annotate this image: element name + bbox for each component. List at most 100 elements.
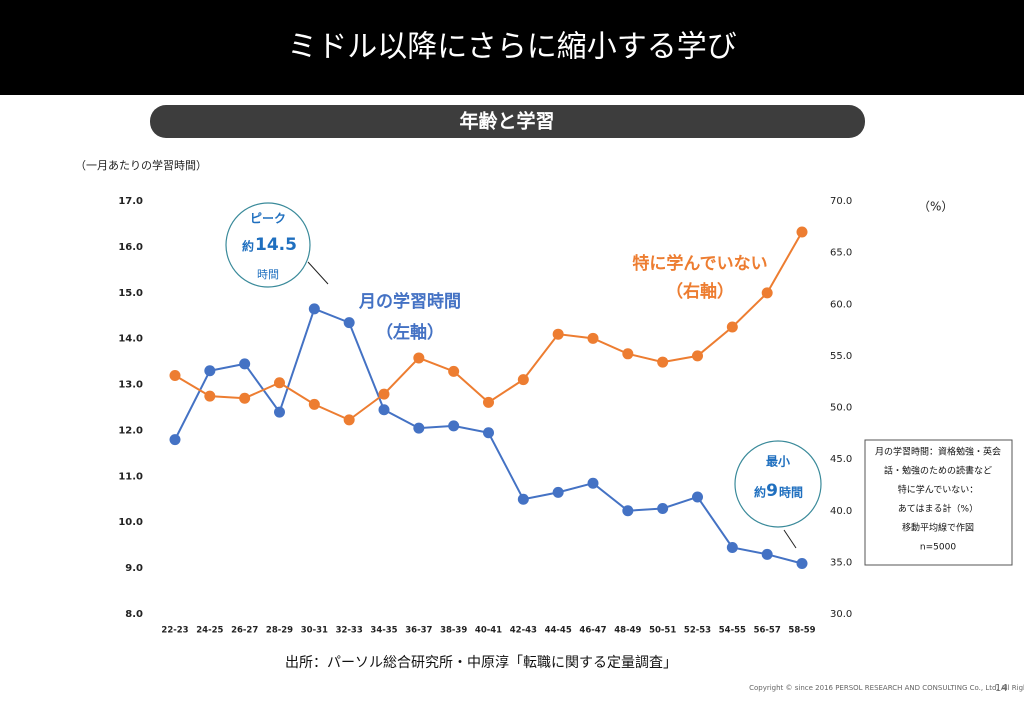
data-point xyxy=(692,491,703,503)
section-bar xyxy=(150,105,865,138)
series-axis-note: （右軸） xyxy=(666,281,734,302)
x-tick-label: 38-39 xyxy=(440,626,467,636)
data-point xyxy=(204,390,216,402)
header-bar xyxy=(0,0,1024,95)
slide-title: ミドル以降にさらに縮小する学び xyxy=(287,30,736,65)
y-tick-label: 13.0 xyxy=(118,380,143,391)
x-tick-label: 58-59 xyxy=(788,626,815,636)
x-tick-label: 24-25 xyxy=(196,626,223,636)
x-tick-label: 52-53 xyxy=(684,626,711,636)
data-point xyxy=(622,505,634,517)
data-point xyxy=(378,388,390,400)
data-point xyxy=(308,303,320,315)
data-point xyxy=(726,321,738,333)
series-label: 特に学んでいない xyxy=(632,253,767,274)
x-tick-label: 30-31 xyxy=(301,626,328,636)
annotation-unit: 時間 xyxy=(257,268,279,281)
peak-circle xyxy=(225,202,311,288)
data-point xyxy=(796,558,808,570)
x-tick-label: 34-35 xyxy=(370,626,397,636)
data-point xyxy=(657,502,669,514)
annotation-unit: 時間 xyxy=(779,485,803,500)
data-point xyxy=(308,398,320,410)
y2-tick-label: 55.0 xyxy=(830,351,852,362)
x-tick-label: 50-51 xyxy=(649,626,676,636)
annotation-prefix: 約 xyxy=(242,239,254,254)
y2-tick-label: 35.0 xyxy=(830,557,852,568)
y2-tick-label: 50.0 xyxy=(830,403,852,414)
notes-box xyxy=(864,439,1013,566)
data-point xyxy=(413,352,425,364)
data-point xyxy=(343,317,355,329)
annotation-amount: 14.5 xyxy=(255,235,297,255)
y-tick-label: 8.0 xyxy=(125,609,143,620)
data-point xyxy=(587,477,599,489)
data-point xyxy=(343,414,355,426)
y2-tick-label: 65.0 xyxy=(830,248,852,259)
series-label: 月の学習時間 xyxy=(358,291,461,312)
x-tick-label: 54-55 xyxy=(719,626,746,636)
data-point xyxy=(204,365,216,377)
x-tick-label: 28-29 xyxy=(266,626,293,636)
y2-tick-label: 45.0 xyxy=(830,454,852,465)
y-tick-label: 15.0 xyxy=(118,288,143,299)
note-line: 話・勉強のための読書など xyxy=(884,465,992,477)
data-point xyxy=(239,358,251,370)
data-point xyxy=(761,548,773,560)
data-point xyxy=(761,287,773,299)
annotation-amount: 9 xyxy=(766,481,778,501)
annotation-prefix: 約 xyxy=(754,485,766,500)
data-point xyxy=(274,377,285,389)
data-point xyxy=(552,486,564,498)
y-tick-label: 9.0 xyxy=(125,563,143,574)
page-number: 14 xyxy=(995,683,1008,694)
x-tick-label: 46-47 xyxy=(579,626,606,636)
data-point xyxy=(448,365,460,377)
x-tick-label: 56-57 xyxy=(754,626,781,636)
copyright: Copyright © since 2016 PERSOL RESEARCH A… xyxy=(749,684,1024,692)
note-line: 移動平均線で作図 xyxy=(902,522,974,534)
x-tick-label: 26-27 xyxy=(231,626,258,636)
note-line: あてはまる計（%） xyxy=(898,503,978,515)
x-tick-label: 32-33 xyxy=(336,626,363,636)
data-point xyxy=(552,328,564,340)
data-point xyxy=(448,420,460,432)
data-point xyxy=(483,427,494,439)
y2-tick-label: 40.0 xyxy=(830,506,852,517)
note-line: 特に学んでいない： xyxy=(898,484,979,496)
series-axis-note: （左軸） xyxy=(376,322,444,343)
y2-tick-label: 30.0 xyxy=(830,609,852,620)
y-tick-label: 17.0 xyxy=(118,196,143,207)
data-point xyxy=(587,332,599,344)
y2-tick-label: 60.0 xyxy=(830,299,852,310)
data-point xyxy=(239,392,251,404)
y-axis-label: （一月あたりの学習時間） xyxy=(75,158,207,172)
x-tick-label: 48-49 xyxy=(614,626,641,636)
note-line: 月の学習時間：資格勉強・英会 xyxy=(875,446,1001,458)
y-tick-label: 14.0 xyxy=(118,334,143,345)
y-tick-label: 12.0 xyxy=(118,425,143,436)
min-circle xyxy=(734,440,822,528)
data-point xyxy=(796,226,808,238)
data-point xyxy=(378,404,390,416)
x-tick-label: 44-45 xyxy=(545,626,572,636)
x-tick-label: 40-41 xyxy=(475,626,502,636)
section-title: 年齢と学習 xyxy=(459,110,554,133)
data-point xyxy=(413,422,425,434)
data-point xyxy=(169,434,181,446)
data-point xyxy=(622,348,634,360)
y2-axis-label: （%） xyxy=(918,200,953,214)
source: 出所：パーソル総合研究所・中原淳「転職に関する定量調査」 xyxy=(285,655,677,671)
y-tick-label: 11.0 xyxy=(118,471,143,482)
x-tick-label: 22-23 xyxy=(161,626,188,636)
x-tick-label: 36-37 xyxy=(405,626,432,636)
data-point xyxy=(483,396,494,408)
data-point xyxy=(726,541,738,553)
annotation-label: ピーク xyxy=(250,212,286,226)
min-pointer xyxy=(783,529,797,549)
data-point xyxy=(169,369,181,381)
x-tick-label: 42-43 xyxy=(510,626,537,636)
annotation-label: 最小 xyxy=(766,454,790,469)
y-tick-label: 10.0 xyxy=(118,517,143,528)
